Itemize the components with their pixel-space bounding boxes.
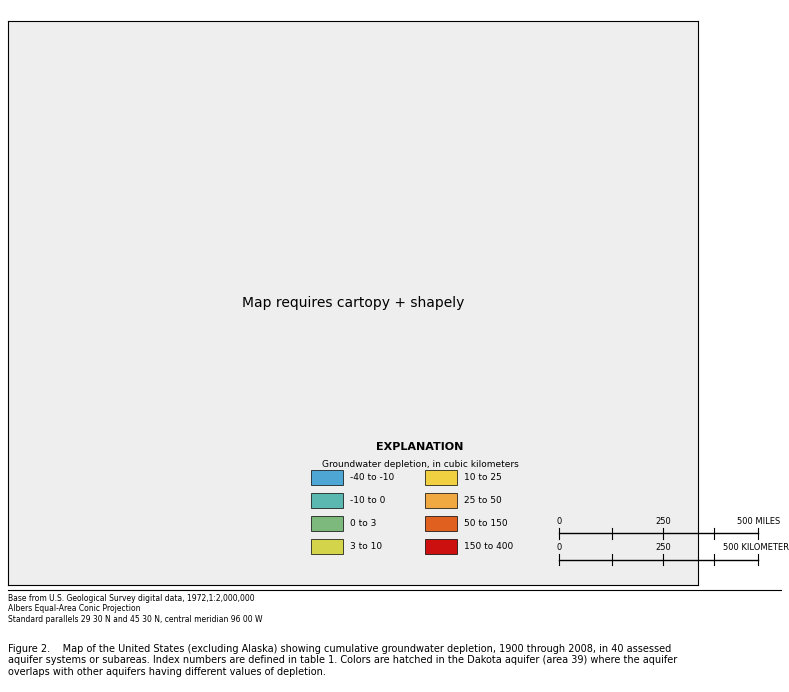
- Text: 250: 250: [656, 516, 671, 526]
- Text: 0: 0: [557, 516, 562, 526]
- Text: 0 to 3: 0 to 3: [350, 519, 376, 528]
- Text: Map requires cartopy + shapely: Map requires cartopy + shapely: [242, 295, 464, 310]
- Text: 50 to 150: 50 to 150: [465, 519, 508, 528]
- Bar: [424, 539, 458, 554]
- Bar: [424, 470, 458, 485]
- Text: -10 to 0: -10 to 0: [350, 496, 386, 505]
- Text: 150 to 400: 150 to 400: [465, 543, 514, 552]
- Text: 500 KILOMETERS: 500 KILOMETERS: [723, 543, 789, 552]
- Text: 10 to 25: 10 to 25: [465, 473, 502, 482]
- Text: 3 to 10: 3 to 10: [350, 543, 383, 552]
- Text: 0: 0: [557, 543, 562, 552]
- Bar: [311, 516, 343, 531]
- Bar: [311, 539, 343, 554]
- Text: Base from U.S. Geological Survey digital data, 1972,1:2,000,000
Albers Equal-Are: Base from U.S. Geological Survey digital…: [8, 594, 263, 623]
- Bar: [311, 493, 343, 508]
- Text: 25 to 50: 25 to 50: [465, 496, 502, 505]
- Text: Figure 2.    Map of the United States (excluding Alaska) showing cumulative grou: Figure 2. Map of the United States (excl…: [8, 644, 677, 677]
- Bar: [424, 493, 458, 508]
- Text: -40 to -10: -40 to -10: [350, 473, 394, 482]
- Bar: [424, 516, 458, 531]
- Text: 250: 250: [656, 543, 671, 552]
- Text: EXPLANATION: EXPLANATION: [376, 442, 464, 452]
- Text: 500 MILES: 500 MILES: [737, 516, 780, 526]
- Text: Groundwater depletion, in cubic kilometers: Groundwater depletion, in cubic kilomete…: [322, 459, 518, 468]
- Bar: [311, 470, 343, 485]
